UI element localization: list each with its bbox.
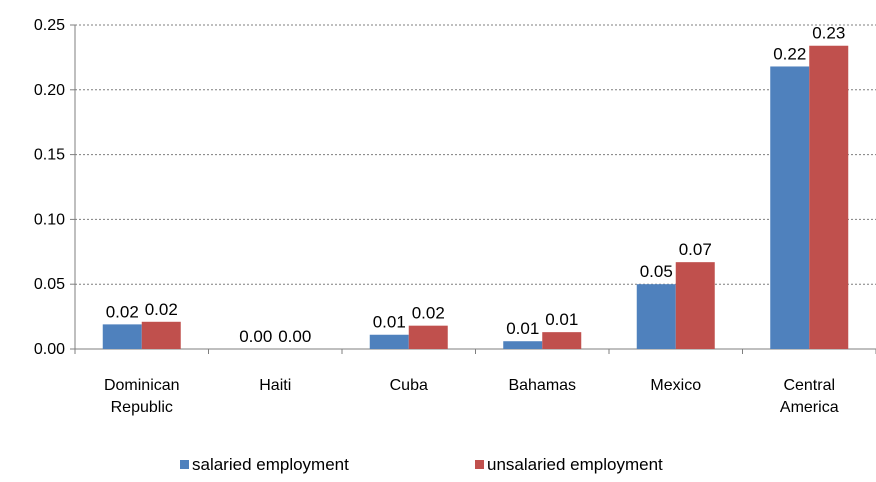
- data-labels: 0.02 0.00 0.01 0.01 0.05 0.22 0.02 0.00 0.02 0.01…: [106, 24, 846, 346]
- data-label: 0.02: [106, 302, 139, 321]
- y-tick-label: 0.05: [34, 276, 65, 293]
- bar-salaried-employment: [102, 324, 142, 349]
- legend-swatch: [180, 460, 189, 469]
- bar-unsalaried-employment: [675, 262, 715, 349]
- data-label: 0.07: [679, 240, 712, 259]
- legend-label: salaried employment: [192, 455, 349, 474]
- legend-label: unsalaried employment: [487, 455, 663, 474]
- data-label: 0.01: [545, 310, 578, 329]
- bar-salaried-employment: [369, 334, 409, 349]
- y-tick-label: 0.10: [34, 211, 65, 228]
- axes: 0.00 0.05 0.10 0.15 0.20 0.25 Dominican Republi…: [34, 17, 876, 416]
- data-label: 0.01: [373, 313, 406, 332]
- data-label: 0.22: [773, 44, 806, 63]
- data-label: 0.05: [640, 262, 673, 281]
- data-label: 0.00: [278, 327, 311, 346]
- bar-salaried-employment: [503, 341, 543, 349]
- gridlines: [75, 24, 876, 285]
- legend: salaried employment unsalaried employment: [180, 455, 663, 474]
- bar-unsalaried-employment: [542, 332, 582, 349]
- y-tick-label: 0.00: [34, 341, 65, 358]
- bars: [102, 45, 849, 350]
- y-tick-label: 0.25: [34, 17, 65, 34]
- bar-salaried-employment: [770, 66, 810, 350]
- x-category-label: Mexico: [650, 377, 701, 394]
- bar-unsalaried-employment: [408, 325, 448, 349]
- x-category-label: Central America: [780, 377, 839, 416]
- bar-unsalaried-employment: [809, 45, 849, 350]
- x-category-label: Haiti: [259, 377, 291, 394]
- y-tick-label: 0.15: [34, 147, 65, 164]
- bar-unsalaried-employment: [141, 321, 181, 349]
- data-label: 0.00: [239, 327, 272, 346]
- data-label: 0.23: [812, 24, 845, 43]
- bar-salaried-employment: [636, 284, 676, 349]
- legend-swatch: [475, 460, 484, 469]
- x-category-label: Dominican Republic: [104, 377, 180, 416]
- x-category-label: Bahamas: [508, 377, 576, 394]
- data-label: 0.01: [506, 319, 539, 338]
- x-category-label: Cuba: [390, 377, 428, 394]
- data-label: 0.02: [412, 304, 445, 323]
- y-tick-label: 0.20: [34, 82, 65, 99]
- data-label: 0.02: [145, 300, 178, 319]
